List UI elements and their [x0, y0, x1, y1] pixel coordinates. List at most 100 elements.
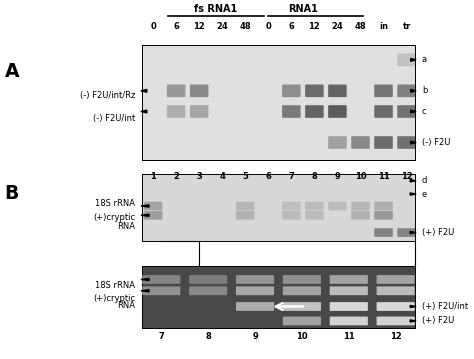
Text: 6: 6 — [288, 22, 294, 31]
FancyBboxPatch shape — [351, 211, 370, 220]
Polygon shape — [141, 89, 147, 92]
Text: (+) F2U: (+) F2U — [422, 316, 454, 326]
FancyBboxPatch shape — [305, 211, 324, 220]
Text: RNA: RNA — [117, 222, 135, 231]
Text: e: e — [422, 190, 427, 199]
FancyBboxPatch shape — [167, 105, 185, 118]
FancyBboxPatch shape — [282, 202, 301, 210]
FancyBboxPatch shape — [142, 286, 180, 295]
Text: 1: 1 — [150, 172, 156, 181]
Text: (+) F2U/int: (+) F2U/int — [422, 302, 468, 311]
Text: 18S rRNA: 18S rRNA — [95, 281, 135, 290]
Polygon shape — [410, 59, 416, 61]
Polygon shape — [141, 214, 149, 216]
FancyBboxPatch shape — [374, 211, 393, 220]
Polygon shape — [410, 306, 416, 308]
Text: c: c — [422, 107, 427, 116]
FancyBboxPatch shape — [376, 286, 415, 295]
Text: 24: 24 — [216, 22, 228, 31]
FancyBboxPatch shape — [330, 302, 368, 311]
Text: 6: 6 — [265, 172, 271, 181]
Text: tr: tr — [402, 22, 411, 31]
Text: 11: 11 — [343, 332, 355, 341]
FancyBboxPatch shape — [328, 202, 346, 210]
Text: 18S rRNA: 18S rRNA — [95, 199, 135, 209]
Polygon shape — [141, 110, 147, 113]
FancyBboxPatch shape — [374, 202, 393, 210]
FancyBboxPatch shape — [190, 84, 209, 97]
FancyBboxPatch shape — [397, 53, 416, 66]
FancyBboxPatch shape — [328, 84, 346, 97]
FancyBboxPatch shape — [397, 105, 416, 118]
FancyBboxPatch shape — [305, 105, 324, 118]
FancyBboxPatch shape — [376, 302, 415, 311]
FancyBboxPatch shape — [397, 84, 416, 97]
Text: 7: 7 — [158, 332, 164, 341]
Text: (-) F2U: (-) F2U — [422, 138, 450, 147]
FancyBboxPatch shape — [167, 84, 185, 97]
Text: 0: 0 — [150, 22, 156, 31]
FancyBboxPatch shape — [282, 84, 301, 97]
Text: 0: 0 — [265, 22, 271, 31]
FancyBboxPatch shape — [236, 211, 255, 220]
Text: 48: 48 — [355, 22, 366, 31]
Text: 9: 9 — [335, 172, 340, 181]
Polygon shape — [410, 89, 416, 92]
Text: (+)cryptic: (+)cryptic — [93, 294, 135, 303]
Polygon shape — [141, 205, 149, 207]
Polygon shape — [410, 180, 416, 182]
Text: 9: 9 — [252, 332, 258, 341]
FancyBboxPatch shape — [236, 302, 274, 311]
FancyBboxPatch shape — [305, 202, 324, 210]
Text: d: d — [422, 176, 427, 185]
FancyBboxPatch shape — [374, 105, 393, 118]
Text: 24: 24 — [332, 22, 343, 31]
FancyBboxPatch shape — [330, 275, 368, 284]
FancyBboxPatch shape — [283, 275, 321, 284]
FancyBboxPatch shape — [189, 286, 227, 295]
FancyBboxPatch shape — [283, 286, 321, 295]
Text: 3: 3 — [196, 172, 202, 181]
Polygon shape — [410, 110, 416, 113]
Text: 12: 12 — [309, 22, 320, 31]
FancyBboxPatch shape — [283, 317, 321, 325]
FancyBboxPatch shape — [397, 228, 416, 237]
Text: 12: 12 — [193, 22, 205, 31]
FancyBboxPatch shape — [305, 84, 324, 97]
Polygon shape — [141, 279, 149, 280]
Text: 8: 8 — [311, 172, 317, 181]
Text: (-) F2U/int/Rz: (-) F2U/int/Rz — [80, 91, 135, 101]
FancyBboxPatch shape — [376, 317, 415, 325]
Text: 7: 7 — [289, 172, 294, 181]
FancyBboxPatch shape — [328, 105, 346, 118]
Text: 11: 11 — [378, 172, 390, 181]
FancyBboxPatch shape — [190, 105, 209, 118]
Text: B: B — [5, 185, 19, 203]
FancyBboxPatch shape — [282, 211, 301, 220]
FancyBboxPatch shape — [376, 275, 415, 284]
FancyBboxPatch shape — [397, 136, 416, 149]
FancyBboxPatch shape — [351, 136, 370, 149]
Text: fs RNA1: fs RNA1 — [194, 4, 237, 14]
FancyBboxPatch shape — [330, 317, 368, 325]
Text: 10: 10 — [296, 332, 308, 341]
Text: 8: 8 — [205, 332, 211, 341]
Polygon shape — [410, 320, 416, 322]
FancyBboxPatch shape — [374, 228, 393, 237]
FancyBboxPatch shape — [374, 84, 393, 97]
FancyBboxPatch shape — [236, 275, 274, 284]
Text: RNA1: RNA1 — [288, 4, 319, 14]
Text: a: a — [422, 55, 427, 64]
Text: 2: 2 — [173, 172, 179, 181]
Text: RNA: RNA — [117, 301, 135, 311]
Text: (+)cryptic: (+)cryptic — [93, 213, 135, 223]
Polygon shape — [141, 290, 149, 292]
Text: in: in — [379, 22, 388, 31]
FancyBboxPatch shape — [283, 302, 321, 311]
FancyBboxPatch shape — [236, 286, 274, 295]
Polygon shape — [410, 232, 416, 234]
FancyBboxPatch shape — [189, 275, 227, 284]
Text: A: A — [5, 62, 19, 81]
Text: 6: 6 — [173, 22, 179, 31]
Text: 4: 4 — [219, 172, 225, 181]
